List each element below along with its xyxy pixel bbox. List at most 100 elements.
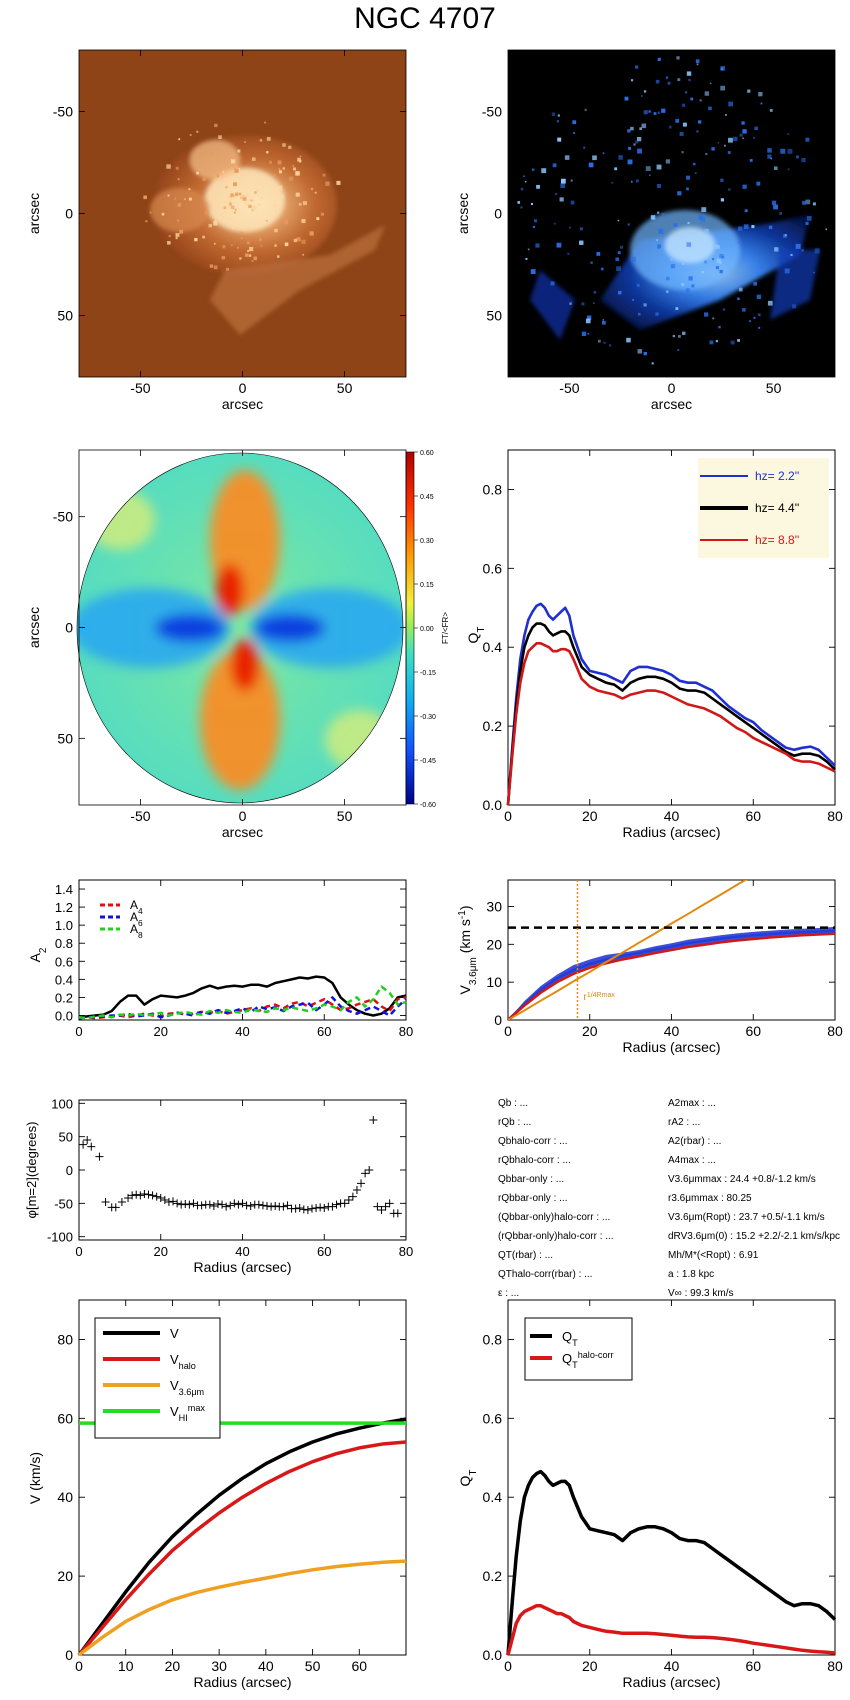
- series-line-0: [506, 1469, 837, 1656]
- emission-knot: [259, 238, 262, 241]
- emission-knot: [177, 178, 180, 181]
- emission-knot: [769, 108, 773, 112]
- emission-knot: [637, 148, 642, 154]
- emission-knot: [221, 255, 226, 260]
- y-axis-label: arcsec: [26, 607, 42, 648]
- y-tick-label: 50: [59, 1130, 73, 1145]
- emission-knot: [581, 331, 587, 337]
- colorbar-tick-label: -0.60: [420, 802, 436, 809]
- emission-knot: [177, 203, 182, 207]
- emission-knot: [196, 171, 199, 175]
- emission-knot: [728, 101, 733, 107]
- emission-knot: [252, 205, 257, 210]
- param-right: A2max : ...: [668, 1098, 716, 1109]
- emission-knot: [244, 201, 249, 206]
- emission-knot: [627, 129, 631, 133]
- emission-knot: [188, 188, 191, 191]
- x-tick-label: 60: [745, 1023, 761, 1039]
- x-tick-label: 80: [827, 1023, 843, 1039]
- legend-label: V3.6μm: [170, 1378, 204, 1397]
- x-tick-label: 50: [337, 380, 353, 396]
- legend-label: A8: [130, 922, 143, 940]
- emission-knot: [636, 136, 642, 142]
- phase-point: [173, 1199, 182, 1208]
- emission-knot: [787, 132, 790, 135]
- emission-knot: [640, 95, 643, 97]
- emission-knot: [234, 208, 237, 211]
- emission-knot: [588, 162, 594, 168]
- x-tick-label: 0: [668, 380, 676, 396]
- emission-knot: [223, 201, 228, 205]
- emission-knot: [675, 307, 679, 310]
- colorbar-label: FT/<FR>: [441, 612, 450, 644]
- emission-knot: [259, 139, 263, 142]
- series-line-3: [78, 985, 407, 1020]
- emission-knot: [239, 195, 243, 198]
- emission-knot: [301, 218, 306, 224]
- emission-knot: [628, 146, 632, 150]
- emission-knot: [316, 217, 320, 221]
- x-tick-label: 0: [504, 1658, 512, 1674]
- emission-knot: [517, 201, 521, 204]
- y-tick-label: 0.6: [483, 560, 503, 576]
- emission-knot: [227, 198, 233, 203]
- emission-knot: [635, 65, 639, 69]
- qt-chart: 0 20 40 60 80 0.0 0.2 0.4 0.6 0.8 Radius (arcsec) Q…: [465, 449, 843, 840]
- phase-point: [271, 1202, 280, 1210]
- emission-knot: [275, 192, 278, 194]
- qt-halo-corrected-chart: 0 20 40 60 80 0.0 0.2 0.4 0.6 0.8 Radius (arcsec) Q…: [457, 1299, 843, 1690]
- emission-knot: [685, 91, 688, 94]
- emission-knot: [687, 221, 690, 225]
- emission-knot: [524, 180, 527, 183]
- emission-knot: [265, 219, 268, 222]
- emission-knot: [655, 79, 660, 84]
- emission-knot: [167, 194, 170, 197]
- emission-knot: [202, 235, 205, 239]
- emission-knot: [696, 63, 699, 66]
- y-tick-label: 0.6: [483, 1410, 503, 1426]
- emission-knot: [767, 300, 773, 306]
- emission-knot: [617, 251, 621, 255]
- emission-knot: [584, 108, 587, 111]
- emission-knot: [666, 290, 669, 293]
- emission-knot: [266, 151, 269, 154]
- emission-knot: [690, 97, 694, 101]
- emission-knot: [801, 249, 804, 252]
- phase-point: [307, 1204, 316, 1213]
- param-right: V∞ : 99.3 km/s: [668, 1288, 733, 1299]
- x-tick-label: 40: [664, 808, 680, 824]
- x-tick-label: 60: [317, 1024, 331, 1039]
- emission-knot: [681, 103, 686, 107]
- emission-knot: [282, 167, 285, 170]
- colorbar-tick-label: 0.15: [420, 582, 434, 589]
- emission-knot: [700, 216, 706, 222]
- blue-image-knots: [517, 56, 828, 365]
- emission-knot: [609, 344, 612, 347]
- emission-knot: [208, 191, 211, 194]
- colorbar-ticks: 0.60 0.45 0.30 0.15 0.00 -0.15 -0.30 -0.45 -0.60: [414, 450, 436, 809]
- y-axis-label: QT: [465, 627, 487, 644]
- y-axis-label: QT: [457, 1470, 479, 1487]
- emission-knot: [213, 242, 216, 245]
- emission-knot: [812, 202, 816, 206]
- y-tick-label: -50: [482, 103, 502, 119]
- emission-knot: [559, 197, 564, 202]
- emission-knot: [688, 78, 691, 82]
- emission-knot: [569, 226, 571, 229]
- phase-point: [381, 1202, 390, 1211]
- y-axis-label: V3.6μm (km s-1): [457, 905, 479, 994]
- y-tick-label: 10: [486, 974, 502, 990]
- x-tick-label: 80: [399, 1024, 413, 1039]
- emission-knot: [681, 262, 685, 265]
- emission-knot: [602, 152, 605, 155]
- emission-knot: [635, 140, 639, 144]
- emission-knot: [239, 257, 242, 260]
- emission-knot: [592, 302, 595, 305]
- y-tick-label: -50: [53, 103, 73, 119]
- velocity-line-1: [508, 932, 835, 1020]
- emission-knot: [686, 242, 692, 247]
- legend-label: QThalo-corr: [562, 1350, 614, 1370]
- emission-knot: [730, 340, 735, 345]
- plot-frame: [78, 1099, 407, 1241]
- emission-knot: [637, 349, 643, 354]
